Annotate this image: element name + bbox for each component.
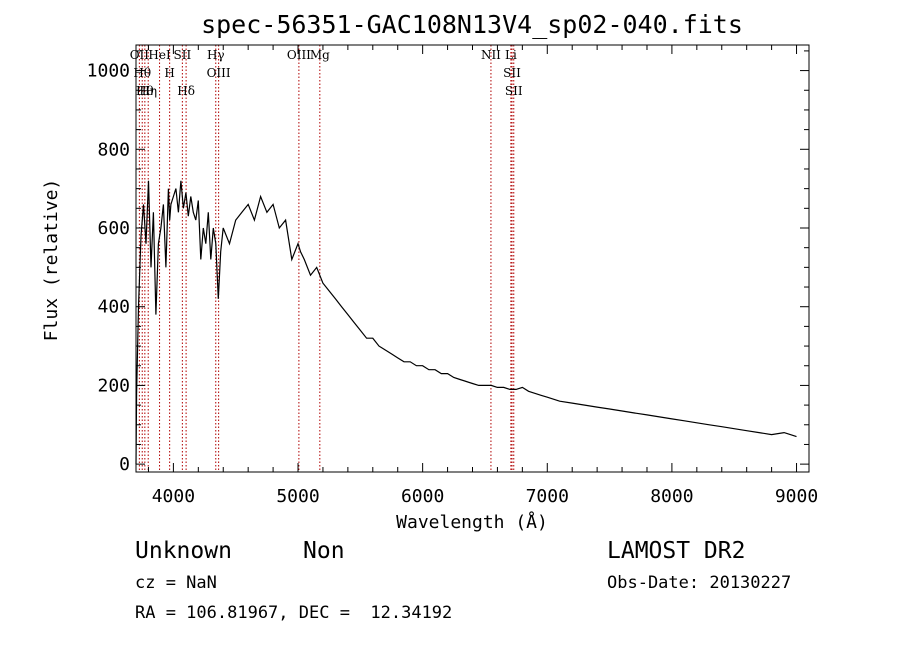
emission-line-label: Hθ: [136, 84, 154, 98]
y-tick-label: 0: [119, 454, 130, 475]
emission-line-label: Mg: [310, 48, 330, 62]
survey-name: LAMOST DR2: [607, 538, 746, 564]
spectrum-series-line: [135, 180, 797, 465]
emission-line-label: Li: [505, 48, 517, 62]
emission-line-label: SII: [174, 48, 192, 62]
emission-line-label: Hδ: [177, 84, 195, 98]
redshift-cz: cz = NaN: [135, 573, 217, 593]
emission-line-label: Hη: [139, 84, 157, 98]
y-tick-label: 800: [97, 139, 130, 160]
emission-line-label: HeI: [148, 48, 171, 62]
emission-line-label: Hγ: [207, 48, 225, 62]
object-subclass: Non: [303, 538, 345, 564]
x-axis-ticks: 4000 5000 6000 7000 8000 9000: [147, 45, 818, 507]
emission-line-label: SII: [505, 84, 523, 98]
plot-frame: [135, 44, 810, 473]
y-tick-label: 600: [97, 218, 130, 239]
chart-title: spec-56351-GAC108N13V4_sp02-040.fits: [201, 10, 743, 39]
x-tick-label: 5000: [276, 486, 319, 507]
x-tick-label: 8000: [650, 486, 693, 507]
x-tick-label: 4000: [152, 486, 195, 507]
emission-line-label: OIII: [287, 48, 311, 62]
emission-line-label: OII: [130, 48, 150, 62]
object-class: Unknown: [135, 538, 232, 564]
emission-line-label: Hθ: [133, 66, 151, 80]
x-tick-label: 7000: [526, 486, 569, 507]
y-tick-label: 400: [97, 297, 130, 318]
emission-line-markers: [138, 45, 515, 472]
observation-date: Obs-Date: 20130227: [607, 573, 792, 593]
x-tick-label: 9000: [775, 486, 818, 507]
x-axis-label: Wavelength (Å): [396, 511, 548, 533]
y-axis-label: Flux (relative): [41, 179, 62, 342]
emission-line-label: NII: [481, 48, 501, 62]
ra-dec: RA = 106.81967, DEC = 12.34192: [135, 603, 453, 623]
y-tick-label: 200: [97, 375, 130, 396]
emission-line-label: H: [164, 66, 174, 80]
y-tick-label: 1000: [87, 61, 130, 82]
emission-line-label: OIII: [207, 66, 231, 80]
emission-line-label: SII: [503, 66, 521, 80]
x-tick-label: 6000: [401, 486, 444, 507]
y-axis-ticks: 0 200 400 600 800 1000: [87, 50, 809, 475]
